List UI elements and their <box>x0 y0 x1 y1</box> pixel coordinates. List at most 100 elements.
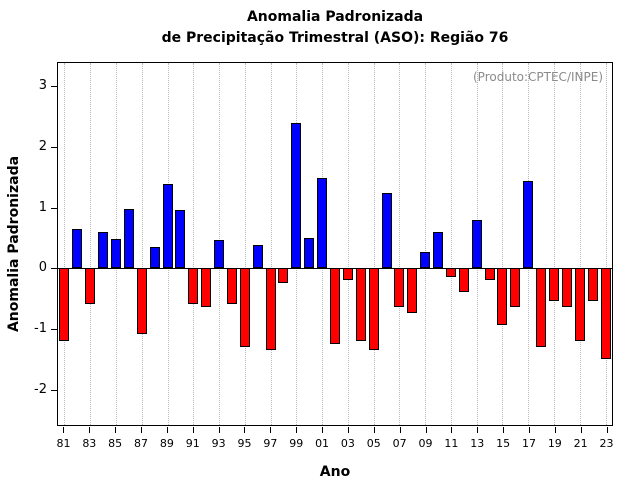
x-tick-mark <box>322 427 324 433</box>
bar-95 <box>239 268 250 347</box>
x-tick-label: 19 <box>547 437 562 450</box>
x-tick-label: 89 <box>159 437 174 450</box>
bar-83 <box>85 268 96 305</box>
x-tick-mark <box>554 427 556 433</box>
y-tick-label: 2 <box>38 138 47 154</box>
gridline-21 <box>579 63 581 425</box>
bar-00 <box>304 237 315 269</box>
bar-99 <box>291 123 302 269</box>
x-tick-label: 07 <box>392 437 407 450</box>
x-tick-mark <box>373 427 375 433</box>
bar-18 <box>536 268 547 347</box>
gridline-15 <box>502 63 504 425</box>
x-tick-mark <box>399 427 401 433</box>
bar-02 <box>330 268 340 344</box>
x-axis-title: Ano <box>319 464 351 480</box>
x-tick-label: 09 <box>418 437 433 450</box>
gridline-19 <box>554 63 556 425</box>
x-tick-mark <box>606 427 608 433</box>
bar-17 <box>523 180 534 269</box>
plot-area: (Produto:CPTEC/INPE) <box>57 62 613 426</box>
bar-90 <box>175 209 186 269</box>
bar-10 <box>433 231 444 269</box>
bar-87 <box>136 268 147 335</box>
x-tick-mark <box>115 427 117 433</box>
y-tick-label: 3 <box>38 78 47 94</box>
x-tick-label: 01 <box>315 437 330 450</box>
bar-91 <box>188 268 199 305</box>
x-tick-label: 13 <box>470 437 485 450</box>
x-tick-mark <box>63 427 65 433</box>
bar-12 <box>458 268 469 293</box>
x-tick-label: 81 <box>56 437 71 450</box>
gridline-11 <box>450 63 452 425</box>
x-tick-mark <box>503 427 505 433</box>
gridline-03 <box>347 63 349 425</box>
x-tick-label: 85 <box>108 437 123 450</box>
x-tick-label: 17 <box>521 437 536 450</box>
x-tick-mark <box>270 427 272 433</box>
x-tick-label: 97 <box>263 437 278 450</box>
bar-94 <box>226 268 237 305</box>
x-tick-mark <box>89 427 91 433</box>
bar-09 <box>420 251 431 269</box>
x-tick-label: 11 <box>444 437 459 450</box>
bar-19 <box>549 268 560 302</box>
x-tick-mark <box>192 427 194 433</box>
bar-97 <box>265 268 276 350</box>
bar-84 <box>98 231 109 269</box>
gridline-09 <box>425 63 427 425</box>
x-tick-mark <box>451 427 453 433</box>
x-tick-label: 05 <box>366 437 381 450</box>
bar-86 <box>123 209 134 269</box>
x-tick-label: 95 <box>237 437 252 450</box>
bar-15 <box>497 268 508 326</box>
x-tick-mark <box>244 427 246 433</box>
gridline-23 <box>605 63 607 425</box>
bar-92 <box>201 268 212 308</box>
product-source-label: (Produto:CPTEC/INPE) <box>473 70 603 84</box>
gridline-83 <box>90 63 92 425</box>
x-tick-mark <box>528 427 530 433</box>
y-tick-label: -2 <box>34 381 47 397</box>
gridline-87 <box>141 63 143 425</box>
gridline-97 <box>270 63 272 425</box>
bar-16 <box>510 268 521 308</box>
bar-04 <box>355 268 366 341</box>
gridline-81 <box>64 63 66 425</box>
bar-21 <box>574 268 585 341</box>
gridline-95 <box>244 63 246 425</box>
bar-85 <box>110 239 121 269</box>
bar-14 <box>484 268 495 281</box>
x-tick-label: 93 <box>211 437 226 450</box>
y-axis-title: Anomalia Padronizada <box>6 155 22 333</box>
x-tick-mark <box>580 427 582 433</box>
x-tick-mark <box>166 427 168 433</box>
bar-13 <box>471 219 482 269</box>
gridline-91 <box>193 63 195 425</box>
x-tick-mark <box>218 427 220 433</box>
bar-82 <box>72 228 83 269</box>
x-tick-label: 99 <box>289 437 304 450</box>
bar-20 <box>561 268 572 308</box>
bar-23 <box>600 268 611 359</box>
bar-22 <box>587 268 598 302</box>
x-tick-label: 15 <box>496 437 511 450</box>
x-tick-label: 23 <box>599 437 614 450</box>
bar-06 <box>381 192 392 269</box>
bar-93 <box>214 239 225 269</box>
bar-08 <box>407 268 418 314</box>
bar-07 <box>394 268 405 308</box>
x-tick-label: 87 <box>134 437 149 450</box>
x-tick-mark <box>141 427 143 433</box>
bar-89 <box>162 183 173 269</box>
bar-03 <box>342 268 353 281</box>
gridline-05 <box>373 63 375 425</box>
bar-96 <box>252 245 263 269</box>
bar-81 <box>59 268 70 341</box>
x-tick-mark <box>477 427 479 433</box>
x-tick-label: 83 <box>82 437 97 450</box>
chart-title-line1: Anomalia Padronizada <box>246 9 424 25</box>
bar-88 <box>149 247 160 269</box>
